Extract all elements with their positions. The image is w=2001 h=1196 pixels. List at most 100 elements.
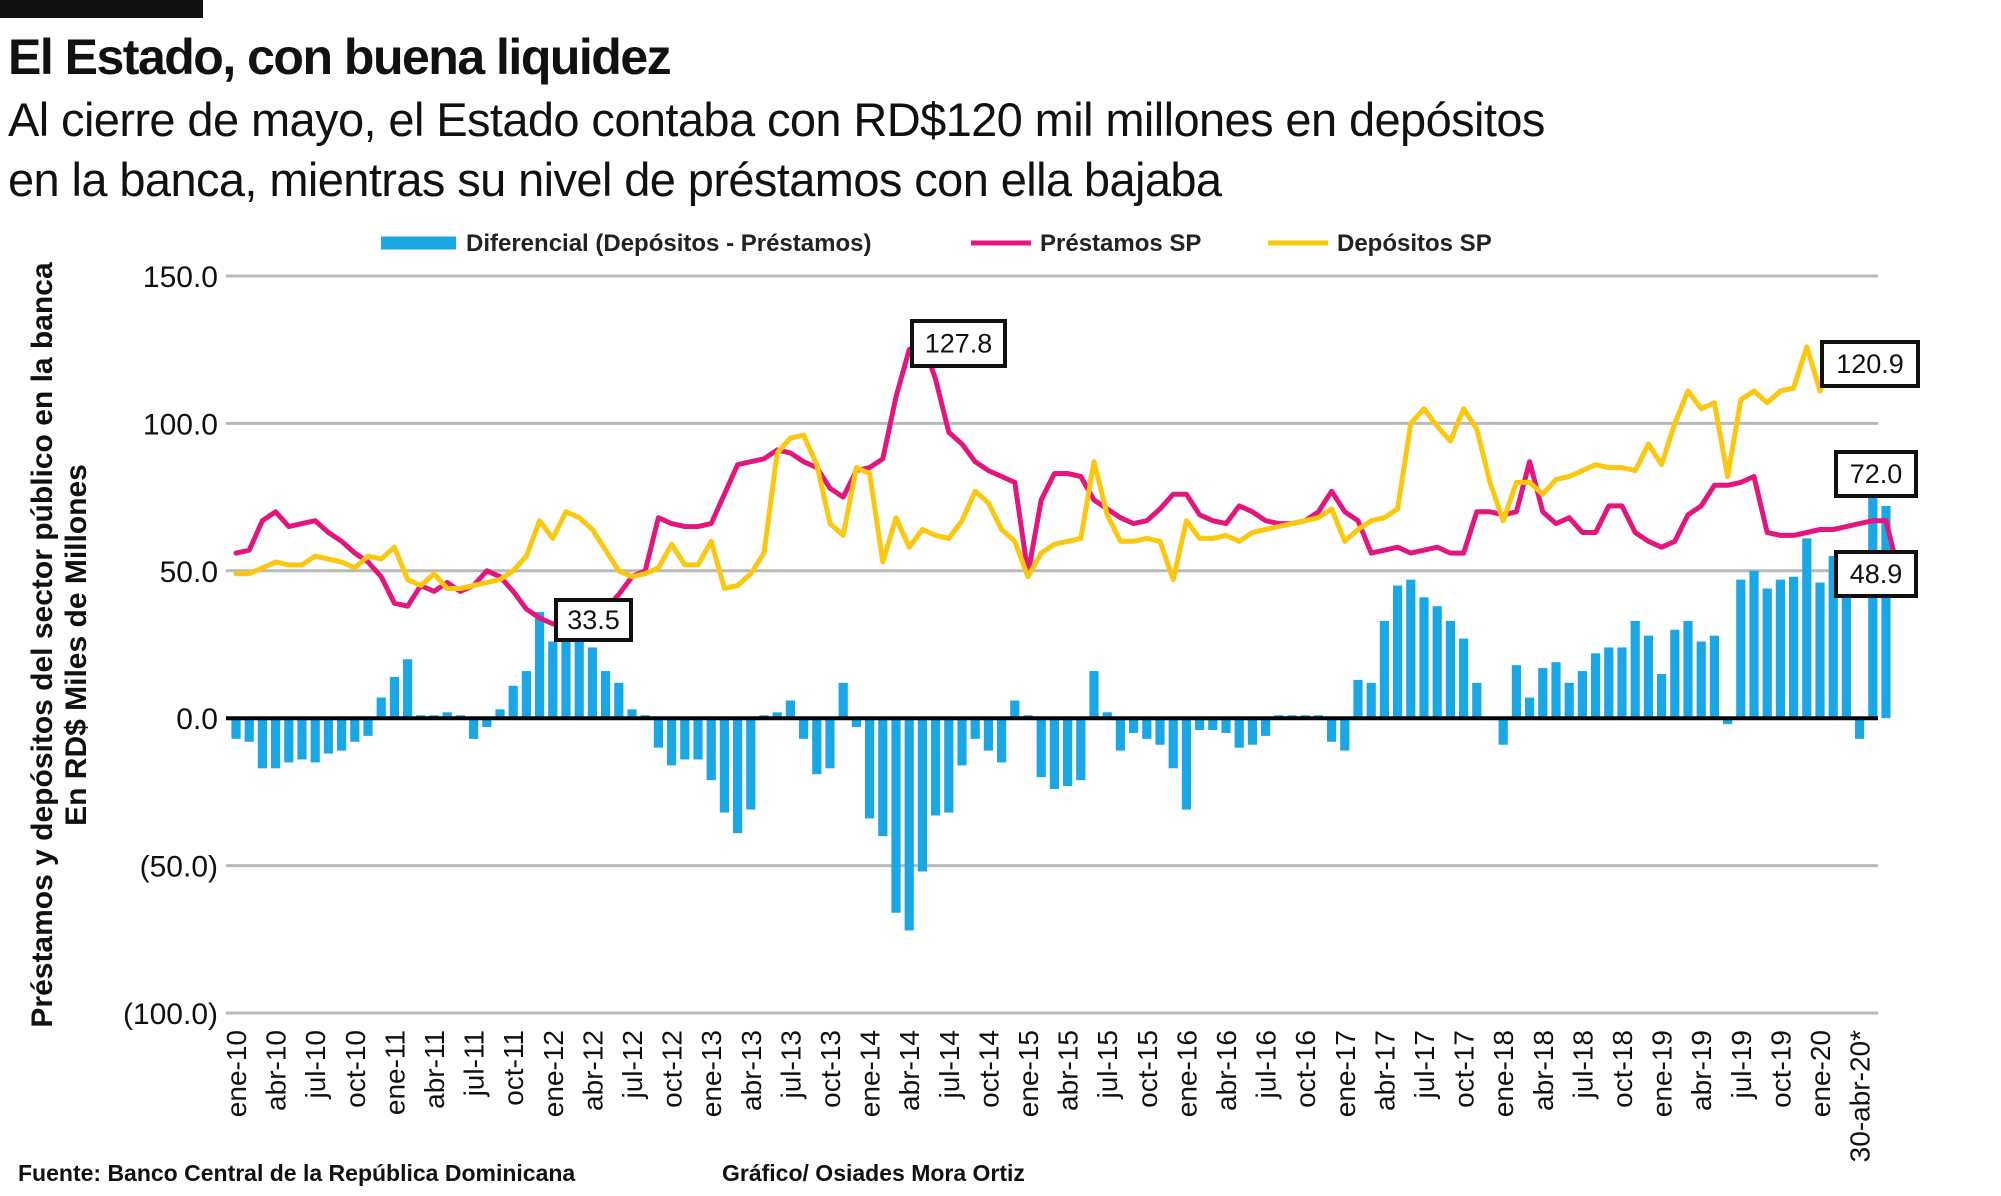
annotation-text: 72.0 <box>1850 459 1903 489</box>
bar <box>1445 620 1455 719</box>
bar <box>1881 505 1891 719</box>
y-tick-label: 0.0 <box>176 703 218 736</box>
bar <box>1234 718 1244 748</box>
x-tick-label: ene-13 <box>696 1030 727 1117</box>
bar <box>1010 700 1020 719</box>
annotation-box <box>910 319 1007 368</box>
bar <box>1327 718 1337 742</box>
bar <box>376 697 386 719</box>
x-tick-label: oct-16 <box>1290 1030 1321 1108</box>
x-tick-label: oct-11 <box>498 1030 529 1106</box>
y-tick-label: (50.0) <box>140 851 218 884</box>
bar <box>1749 570 1759 719</box>
bar <box>944 718 954 813</box>
annotation-label: 33.5 <box>554 598 633 642</box>
bar <box>614 682 624 719</box>
x-tick-label: 30-abr-20* <box>1845 1030 1876 1162</box>
bar <box>587 647 597 719</box>
bar <box>350 718 360 742</box>
x-tick-label: abr-13 <box>736 1030 767 1111</box>
bar <box>997 718 1007 763</box>
bar <box>1063 718 1073 787</box>
annotations: 127.8 33.5 120.9 72.0 48.9 <box>554 319 1920 642</box>
bar <box>983 718 993 751</box>
bar <box>891 718 901 913</box>
bar <box>812 718 822 775</box>
bar <box>1379 620 1389 719</box>
bar <box>337 718 347 751</box>
bar <box>1353 679 1363 719</box>
bar <box>851 718 861 728</box>
x-tick-label: ene-19 <box>1647 1030 1678 1117</box>
legend: Diferencial (Depósitos - Préstamos) Prést… <box>381 230 1492 257</box>
bar <box>469 718 479 739</box>
x-tick-label: oct-18 <box>1607 1030 1638 1108</box>
x-tick-label: abr-10 <box>261 1030 292 1111</box>
bar <box>495 709 505 719</box>
x-tick-label: abr-17 <box>1369 1030 1400 1111</box>
bar <box>297 718 307 760</box>
bar <box>1221 718 1231 733</box>
x-tick-label: abr-19 <box>1686 1030 1717 1111</box>
x-tick-label: jul-13 <box>775 1030 806 1099</box>
x-tick-label: abr-11 <box>419 1030 450 1109</box>
source-note: Fuente: Banco Central de la República Do… <box>18 1160 576 1186</box>
gridlines <box>226 274 1878 1015</box>
bar <box>1683 620 1693 719</box>
bar <box>680 718 690 760</box>
bar <box>1670 629 1680 719</box>
x-tick-label: ene-15 <box>1013 1030 1044 1117</box>
x-tick-label: jul-17 <box>1409 1030 1440 1099</box>
bar <box>667 718 677 766</box>
bar-series-diferencial <box>231 494 1891 931</box>
bar <box>838 682 848 719</box>
y-tick-label: (100.0) <box>123 998 218 1031</box>
bar <box>1366 682 1376 719</box>
x-tick-label: ene-12 <box>538 1030 569 1117</box>
annotation-label: 127.8 <box>910 319 1007 368</box>
x-tick-label: ene-11 <box>379 1030 410 1115</box>
bar <box>1828 556 1838 719</box>
bar <box>653 718 663 748</box>
legend-swatch <box>1268 240 1328 246</box>
bar <box>1459 638 1469 719</box>
bar <box>1247 718 1257 745</box>
annotation-box <box>1820 340 1920 388</box>
x-tick-label: abr-16 <box>1211 1030 1242 1111</box>
bar <box>799 718 809 739</box>
legend-label: Préstamos SP <box>1040 230 1201 257</box>
bar <box>1393 585 1403 719</box>
bar <box>1855 718 1865 739</box>
credit-note: Gráfico/ Osiades Mora Ortiz <box>722 1160 1025 1186</box>
x-tick-label: abr-14 <box>894 1030 925 1111</box>
x-tick-label: oct-19 <box>1765 1030 1796 1108</box>
bar <box>323 718 333 754</box>
bar <box>1815 582 1825 719</box>
annotation-label: 72.0 <box>1834 450 1918 498</box>
bar <box>1261 718 1271 736</box>
bar <box>904 718 914 931</box>
annotation-box <box>1834 550 1918 598</box>
legend-depositos: Depósitos SP <box>1268 230 1492 257</box>
bar <box>1604 647 1614 719</box>
bar <box>601 671 611 719</box>
bar <box>257 718 267 769</box>
bar <box>244 718 254 742</box>
bar <box>271 718 281 769</box>
bar <box>719 718 729 813</box>
bar <box>1657 673 1667 719</box>
bar <box>1564 682 1574 719</box>
bar <box>363 718 373 736</box>
x-tick-label: ene-20 <box>1805 1030 1836 1117</box>
x-tick-label: jul-19 <box>1726 1030 1757 1099</box>
bar <box>878 718 888 837</box>
bar <box>1181 718 1191 810</box>
bar <box>1406 579 1416 719</box>
y-tick-label: 100.0 <box>143 408 218 441</box>
bar <box>693 718 703 760</box>
x-tick-label: oct-12 <box>657 1030 688 1108</box>
chart-title: El Estado, con buena liquidez <box>8 29 672 85</box>
annotation-box <box>1834 450 1918 498</box>
bar <box>1049 718 1059 789</box>
bar <box>389 676 399 719</box>
